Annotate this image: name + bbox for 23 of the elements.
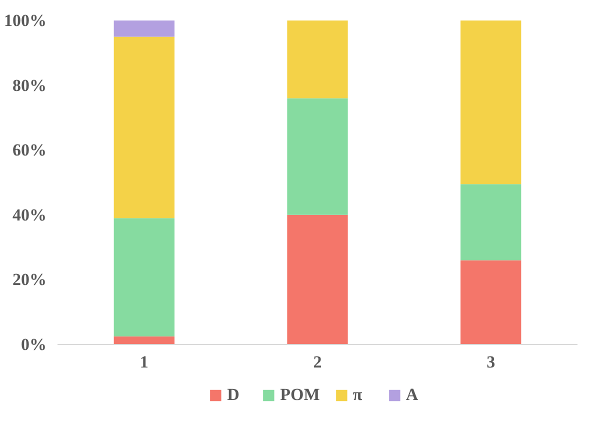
bar — [114, 36, 174, 218]
bar — [460, 260, 522, 344]
bar — [114, 218, 174, 336]
y-tick-label: 100% — [4, 11, 46, 30]
y-tick-label: 60% — [12, 140, 46, 160]
legend-label: POM — [280, 385, 320, 405]
y-tick-label: 20% — [12, 270, 46, 290]
bar — [460, 184, 522, 260]
legend-label: D — [227, 385, 240, 405]
bar — [287, 214, 348, 344]
bar — [287, 20, 348, 98]
legend-label: π — [352, 385, 364, 405]
legend-label: A — [406, 385, 420, 405]
y-tick-label: 80% — [12, 76, 46, 95]
bar — [460, 20, 522, 184]
y-tick-label: 40% — [12, 205, 46, 224]
y-tick-label: 0% — [21, 335, 46, 354]
x-tick-label: 2 — [313, 352, 322, 372]
x-tick-label: 1 — [140, 352, 148, 372]
x-tick-label: 3 — [486, 352, 496, 372]
bar — [114, 336, 174, 344]
bar — [114, 20, 174, 37]
bar — [287, 98, 348, 215]
